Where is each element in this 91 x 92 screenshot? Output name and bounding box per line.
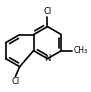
Text: Cl: Cl	[11, 77, 20, 86]
Text: N: N	[44, 54, 51, 63]
Text: Cl: Cl	[43, 7, 52, 16]
Text: CH₃: CH₃	[73, 46, 87, 55]
